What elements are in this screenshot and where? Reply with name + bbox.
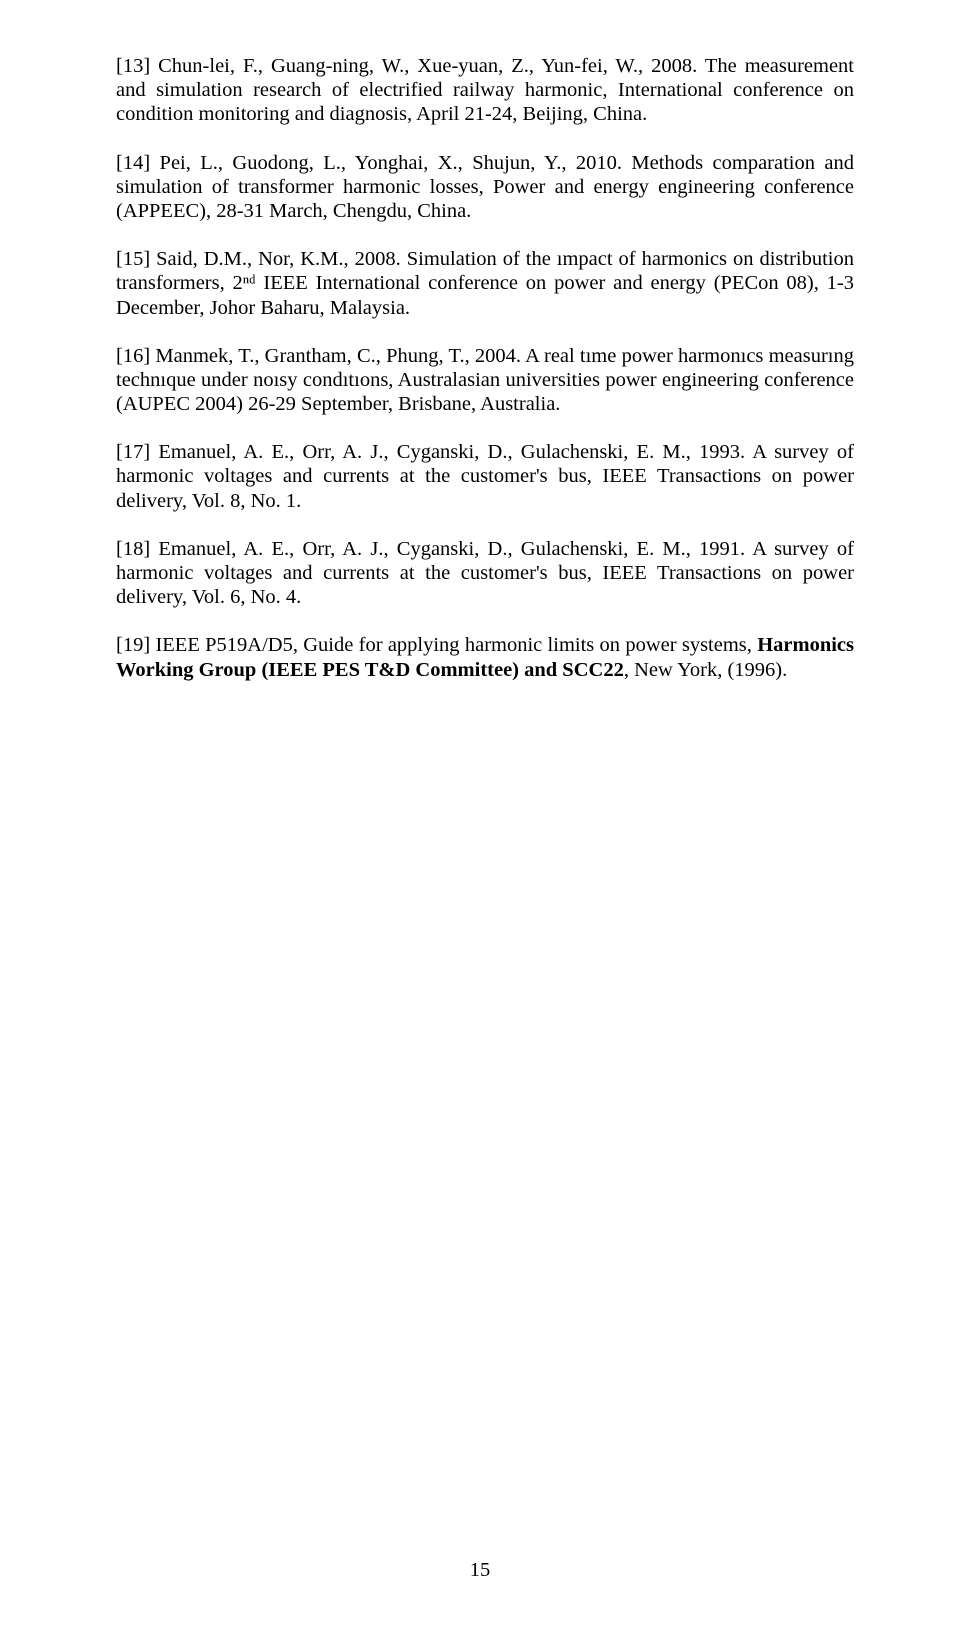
reference-19: [19] IEEE P519A/D5, Guide for applying h… [116, 633, 854, 681]
reference-16: [16] Manmek, T., Grantham, C., Phung, T.… [116, 344, 854, 417]
reference-14: [14] Pei, L., Guodong, L., Yonghai, X., … [116, 151, 854, 224]
page-number: 15 [0, 1558, 960, 1582]
reference-13: [13] Chun-lei, F., Guang-ning, W., Xue-y… [116, 54, 854, 127]
reference-19-part-2: , New York, (1996). [624, 659, 787, 681]
page: [13] Chun-lei, F., Guang-ning, W., Xue-y… [0, 0, 960, 1634]
reference-19-part-0: [19] IEEE P519A/D5, Guide for applying h… [116, 634, 757, 656]
reference-18: [18] Emanuel, A. E., Orr, A. J., Cygansk… [116, 537, 854, 610]
reference-17: [17] Emanuel, A. E., Orr, A. J., Cygansk… [116, 440, 854, 513]
reference-15: [15] Said, D.M., Nor, K.M., 2008. Simula… [116, 247, 854, 320]
